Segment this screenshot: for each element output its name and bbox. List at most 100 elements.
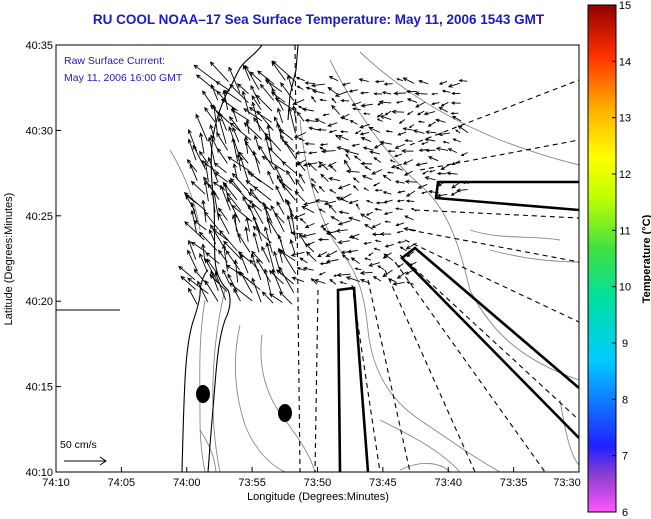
current-vector bbox=[320, 222, 329, 228]
current-vector bbox=[231, 214, 241, 243]
current-vector bbox=[242, 196, 251, 211]
current-vector bbox=[237, 271, 261, 291]
current-vector bbox=[189, 163, 198, 181]
colorbar: 15 14 13 12 11 10 9 8 7 6 Temperature (°C) bbox=[587, 0, 651, 519]
current-vector bbox=[359, 270, 373, 276]
current-vector bbox=[318, 185, 325, 193]
current-vector bbox=[249, 172, 274, 191]
current-vector bbox=[368, 262, 380, 267]
current-vector bbox=[372, 182, 380, 187]
current-vector bbox=[195, 113, 208, 142]
x-tick-label: 73:35 bbox=[500, 477, 528, 489]
current-vector bbox=[222, 268, 230, 284]
current-vector bbox=[215, 81, 231, 92]
current-vector bbox=[216, 132, 229, 151]
current-vector bbox=[424, 176, 436, 181]
current-vector bbox=[295, 178, 304, 192]
current-vector bbox=[245, 216, 250, 232]
current-vector bbox=[213, 162, 227, 173]
current-vector bbox=[396, 271, 407, 279]
current-vector bbox=[327, 122, 338, 127]
current-vector bbox=[376, 118, 383, 122]
current-vector bbox=[350, 257, 360, 264]
current-vector bbox=[212, 181, 226, 191]
current-vector bbox=[286, 199, 293, 221]
current-vector bbox=[281, 161, 297, 174]
current-vector bbox=[327, 230, 337, 240]
current-vector bbox=[348, 89, 358, 93]
colorbar-tick-label: 12 bbox=[619, 169, 631, 181]
current-vector bbox=[307, 162, 317, 172]
current-vector bbox=[341, 82, 351, 86]
current-vector bbox=[364, 166, 372, 171]
current-vector bbox=[362, 146, 374, 151]
current-vector bbox=[199, 150, 209, 165]
current-vector bbox=[441, 89, 451, 93]
colorbar-gradient bbox=[587, 4, 617, 513]
current-vector bbox=[395, 166, 404, 171]
current-vector bbox=[190, 180, 206, 195]
current-vector bbox=[440, 101, 449, 107]
current-vector bbox=[187, 239, 197, 260]
current-vector bbox=[201, 243, 206, 261]
current-vector bbox=[398, 119, 406, 124]
current-vector bbox=[394, 153, 403, 158]
current-vector bbox=[435, 118, 446, 123]
x-tick-label: 74:10 bbox=[42, 477, 70, 489]
current-vector bbox=[335, 228, 348, 233]
current-vector bbox=[373, 157, 382, 163]
current-vector bbox=[219, 229, 238, 252]
current-vector bbox=[397, 190, 406, 194]
current-vector bbox=[190, 201, 198, 223]
current-vector bbox=[193, 268, 208, 285]
current-vector bbox=[237, 232, 251, 253]
current-vector bbox=[336, 146, 349, 151]
current-vector bbox=[451, 115, 462, 122]
current-vector bbox=[382, 191, 392, 195]
current-vector bbox=[335, 134, 341, 141]
current-vector bbox=[417, 120, 425, 123]
y-axis-ticks: 40:35 40:30 40:25 40:20 40:15 40:10 bbox=[25, 40, 61, 479]
current-vector bbox=[339, 116, 349, 121]
current-vector bbox=[365, 200, 374, 204]
current-vector bbox=[220, 98, 238, 112]
current-vector bbox=[204, 280, 219, 302]
current-vector bbox=[292, 99, 305, 105]
current-vector bbox=[209, 274, 228, 292]
current-vector bbox=[228, 66, 241, 94]
current-vector bbox=[295, 150, 307, 155]
current-vector bbox=[247, 191, 272, 211]
current-vector bbox=[263, 268, 272, 294]
current-vector bbox=[382, 252, 392, 259]
current-vector bbox=[325, 250, 338, 257]
current-vector bbox=[328, 176, 341, 182]
current-vector bbox=[344, 149, 360, 155]
current-vector bbox=[374, 79, 385, 84]
current-vector bbox=[405, 190, 416, 197]
current-vector bbox=[266, 124, 273, 152]
current-vector bbox=[221, 243, 228, 272]
current-vector bbox=[369, 150, 380, 155]
y-tick-label: 40:20 bbox=[25, 296, 53, 308]
current-vector bbox=[192, 144, 207, 170]
current-vector bbox=[243, 108, 263, 122]
current-vector bbox=[397, 263, 404, 268]
current-vector bbox=[329, 189, 337, 194]
current-vector bbox=[317, 251, 328, 257]
current-vector bbox=[207, 136, 216, 165]
current-vector bbox=[403, 226, 417, 232]
current-vector bbox=[296, 267, 306, 271]
current-vector bbox=[406, 98, 418, 104]
current-vector bbox=[281, 183, 296, 201]
current-vector bbox=[286, 170, 296, 185]
current-vector bbox=[208, 228, 217, 245]
current-vector bbox=[210, 83, 219, 101]
current-vector bbox=[217, 207, 228, 221]
current-vector bbox=[310, 83, 325, 88]
current-vector bbox=[198, 231, 218, 251]
current-vector bbox=[451, 181, 462, 189]
current-vector bbox=[252, 231, 260, 253]
current-vector bbox=[209, 61, 229, 82]
current-vector bbox=[280, 248, 297, 274]
current-vector bbox=[265, 241, 275, 272]
